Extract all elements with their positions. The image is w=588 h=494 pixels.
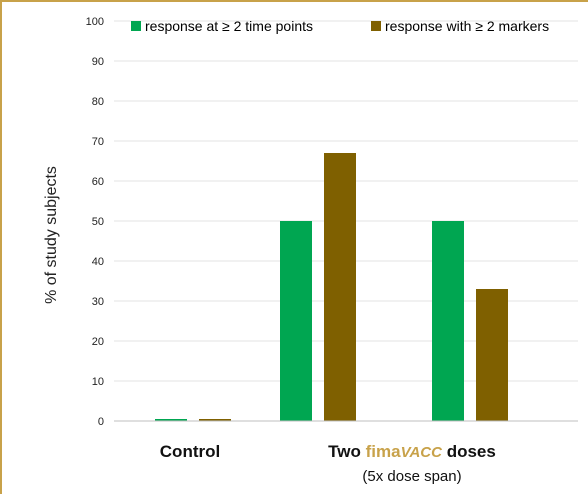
- y-tick-label-40: 40: [92, 256, 104, 268]
- category-label-control: Control: [160, 442, 220, 461]
- bar-series-1-category-2: [280, 221, 312, 421]
- bars: [155, 153, 508, 421]
- y-tick-label-20: 20: [92, 336, 104, 348]
- brand-name-vacc: VACC: [401, 444, 444, 461]
- legend-swatch-series-2: [371, 21, 381, 31]
- category-label-part-4: doses: [442, 442, 496, 461]
- legend-swatch-series-1: [131, 21, 141, 31]
- y-tick-label-70: 70: [92, 136, 104, 148]
- y-tick-label-60: 60: [92, 176, 104, 188]
- bar-series-1-category-1: [155, 419, 187, 421]
- category-label-part-1: Two: [328, 442, 365, 461]
- bar-series-1-category-3: [432, 221, 464, 421]
- y-axis-label: % of study subjects: [43, 166, 60, 304]
- legend-label-series-2: response with ≥ 2 markers: [385, 18, 549, 34]
- y-tick-label-80: 80: [92, 96, 104, 108]
- y-tick-label-50: 50: [92, 216, 104, 228]
- y-tick-label-10: 10: [92, 376, 104, 388]
- category-label-fimavacc: Two fimaVACC doses: [328, 442, 496, 461]
- y-tick-label-100: 100: [86, 16, 104, 28]
- y-tick-labels: 0 10 20 30 40 50 60 70 80 90 100: [86, 16, 104, 428]
- legend-label-series-1: response at ≥ 2 time points: [145, 18, 313, 34]
- y-tick-label-0: 0: [98, 416, 104, 428]
- category-sublabel: (5x dose span): [362, 468, 461, 485]
- y-tick-label-30: 30: [92, 296, 104, 308]
- brand-name-fima: fima: [366, 442, 402, 461]
- bar-series-2-category-3: [476, 289, 508, 421]
- y-tick-label-90: 90: [92, 56, 104, 68]
- bar-series-2-category-2: [324, 153, 356, 421]
- bar-series-2-category-1: [199, 419, 231, 421]
